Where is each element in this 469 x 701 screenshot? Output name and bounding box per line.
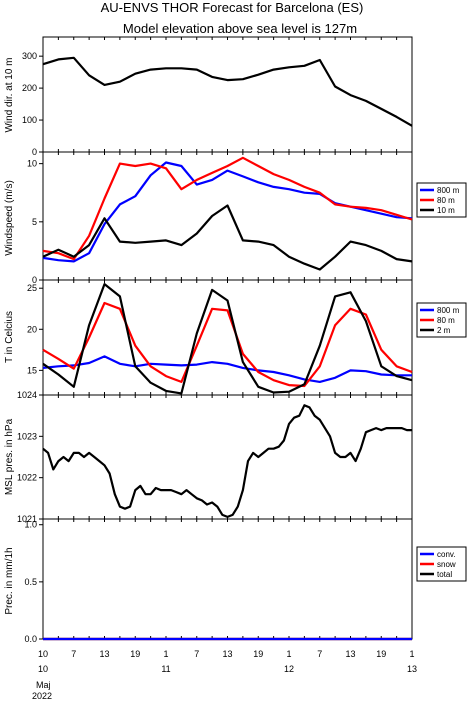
x-tick-label: 10 [38, 649, 48, 659]
panel-frame [42, 36, 413, 153]
panel-frame [42, 279, 413, 396]
y-axis-label: T in Celcius [4, 311, 15, 363]
x-tick-label: 13 [222, 649, 232, 659]
legend-entry: 80 m [437, 196, 455, 205]
y-tick-label: 1023 [17, 431, 37, 441]
chart-title: AU-ENVS THOR Forecast for Barcelona (ES) [101, 0, 364, 15]
y-tick-label: 5 [32, 217, 37, 227]
legend-entry: conv. [437, 550, 456, 559]
panel-1: 0 100 200 300 Wind dir. at 10 m [4, 36, 413, 157]
y-tick-label: 0 [32, 275, 37, 285]
month-label: Maj [36, 680, 51, 690]
y-tick-label: 20 [27, 324, 37, 334]
x-tick-label: 1 [409, 649, 414, 659]
legend-entry: snow [437, 560, 456, 569]
legend-entry: 10 m [437, 206, 455, 215]
x-tick-label: 19 [130, 649, 140, 659]
panel-3: 15 20 25 T in Celcius 800 m80 m2 m [4, 279, 467, 396]
x-tick-label: 7 [317, 649, 322, 659]
panel-frame [42, 518, 413, 640]
y-axis-label: MSL pres. in hPa [4, 418, 15, 495]
y-tick-label: 0 [32, 147, 37, 157]
x-tick-label: 1 [163, 649, 168, 659]
legend-entry: total [437, 570, 452, 579]
legend-entry: 800 m [437, 306, 460, 315]
y-tick-label: 200 [22, 83, 37, 93]
chart-subtitle: Model elevation above sea level is 127m [123, 21, 357, 36]
series-line-80-m [42, 156, 413, 261]
year-label: 2022 [32, 691, 52, 701]
legend-entry: 80 m [437, 316, 455, 325]
y-tick-label: 25 [27, 283, 37, 293]
series-line [42, 404, 412, 519]
series-line-10-m [42, 204, 413, 271]
x-tick-label: 19 [376, 649, 386, 659]
series-line-800-m [42, 355, 412, 383]
x-tick-label: 1 [286, 649, 291, 659]
panel-2: 0 5 10 Windspeed (m/s) 800 m80 m10 m [4, 151, 467, 285]
series-line-2-m [42, 283, 413, 395]
legend-entry: 800 m [437, 186, 460, 195]
x-day-label: 11 [161, 664, 170, 674]
y-tick-label: 1024 [17, 390, 37, 400]
panel-4: 1021 1022 1023 1024 MSL pres. in hPa [4, 390, 413, 524]
series-line-80-m [42, 301, 413, 388]
x-day-label: 12 [284, 664, 294, 674]
x-tick-label: 7 [194, 649, 199, 659]
legend: 800 m80 m2 m [416, 302, 467, 338]
chart-panels: 0 100 200 300 Wind dir. at 10 m 0 5 10 Windspeed… [4, 36, 467, 644]
y-tick-label: 0.5 [24, 577, 37, 587]
y-tick-label: 100 [22, 115, 37, 125]
y-tick-label: 15 [27, 365, 37, 375]
x-tick-label: 7 [71, 649, 76, 659]
y-tick-label: 300 [22, 51, 37, 61]
y-axis-label: Wind dir. at 10 m [4, 57, 15, 132]
x-tick-label: 13 [345, 649, 355, 659]
legend: 800 m80 m10 m [416, 182, 467, 218]
y-tick-label: 1022 [17, 473, 37, 483]
series-line [42, 56, 413, 127]
time-axis: 10 7 13 19 1 7 13 19 1 7 13 19 1 10 11 12 13 [38, 649, 417, 674]
y-tick-label: 0.0 [24, 634, 37, 644]
x-tick-label: 19 [253, 649, 263, 659]
legend-entry: 2 m [437, 326, 451, 335]
y-axis-label: Prec. in mm/1h [4, 547, 15, 614]
x-day-label: 10 [38, 664, 48, 674]
y-tick-label: 1021 [17, 514, 37, 524]
y-tick-label: 1.0 [24, 520, 37, 530]
y-axis-label: Windspeed (m/s) [4, 180, 15, 256]
y-tick-label: 10 [27, 159, 37, 169]
x-day-label: 13 [407, 664, 417, 674]
x-tick-label: 13 [99, 649, 109, 659]
